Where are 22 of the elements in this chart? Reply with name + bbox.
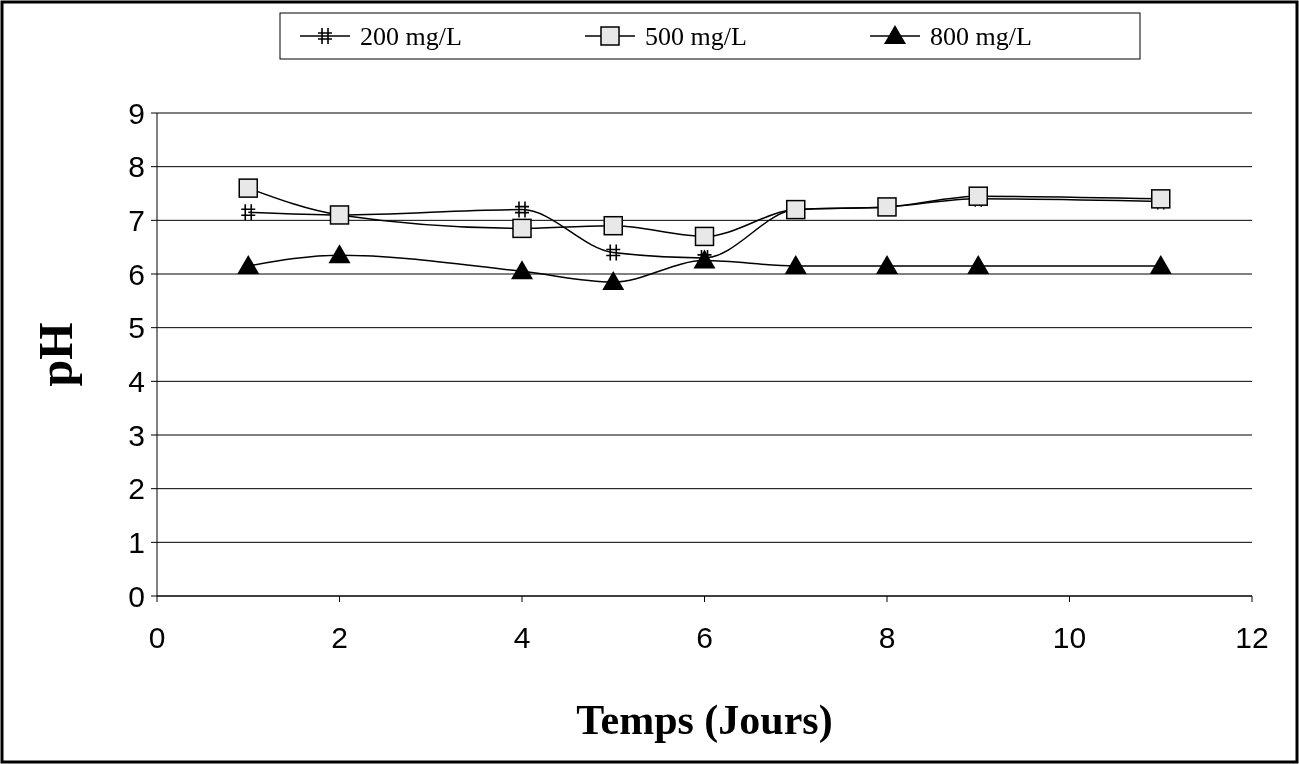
legend-label: 500 mg/L (645, 22, 747, 52)
x-tick-label: 12 (1235, 621, 1269, 654)
x-tick-label: 2 (331, 621, 348, 654)
x-tick-label: 8 (878, 621, 896, 654)
x-tick-label: 6 (696, 621, 713, 654)
x-axis-title: Temps (Jours) (576, 697, 833, 744)
legend-label: 800 mg/L (930, 22, 1032, 52)
y-tick-label: 9 (128, 96, 145, 130)
legend-label: 200 mg/L (360, 22, 462, 52)
y-tick-label: 5 (128, 311, 145, 345)
y-axis-title: pH (29, 322, 82, 387)
y-tick-label: 2 (128, 472, 145, 506)
x-tick-label: 10 (1052, 621, 1087, 654)
x-tick-label: 0 (148, 621, 166, 654)
y-tick-label: 6 (128, 257, 145, 291)
x-tick-label: 4 (513, 621, 531, 654)
y-tick-label: 4 (128, 364, 145, 398)
y-tick-label: 8 (128, 150, 145, 184)
y-tick-label: 0 (128, 579, 145, 613)
y-tick-label: 3 (128, 418, 145, 452)
y-tick-label: 1 (128, 525, 145, 559)
y-tick-label: 7 (128, 203, 145, 237)
